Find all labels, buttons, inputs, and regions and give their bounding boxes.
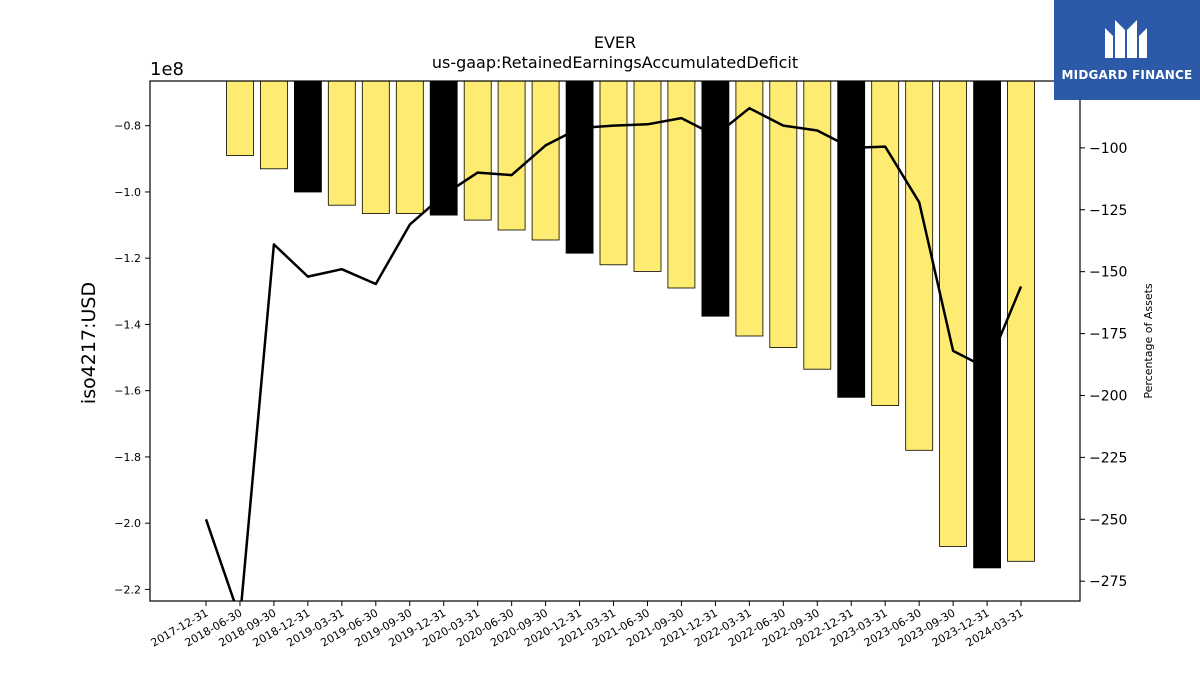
y-axis-label: iso4217:USD	[78, 282, 100, 404]
y2-tick-label: −200	[1089, 388, 1127, 404]
chart-title: EVER	[594, 33, 636, 52]
bar-2020-03-31	[463, 80, 492, 221]
y-offset-label: 1e8	[150, 59, 184, 80]
bar-2019-03-31	[327, 80, 356, 206]
bar-2019-12-31	[429, 80, 458, 216]
line-group	[204, 106, 1023, 601]
bar-2023-03-31	[871, 80, 900, 407]
y2-tick-label: −250	[1089, 512, 1127, 528]
bar-2023-12-31	[973, 80, 1001, 569]
bar-2018-12-31	[293, 80, 322, 193]
bar-2022-03-31	[735, 80, 764, 337]
bar-2019-09-30	[395, 80, 424, 214]
x-ticks: 2017-12-312018-06-302018-09-302018-12-31…	[149, 601, 1026, 650]
y-tick-label: −0.8	[114, 120, 141, 133]
y-tick-label: −1.6	[114, 385, 141, 398]
bar-2020-12-31	[565, 80, 594, 254]
y-tick-label: −1.4	[114, 318, 141, 331]
bar-2024-03-31	[1007, 80, 1035, 562]
y2-tick-label: −225	[1089, 450, 1127, 466]
bar-2021-12-31	[701, 80, 730, 317]
bar-2021-03-31	[599, 80, 628, 266]
y-tick-label: −1.2	[114, 252, 141, 265]
percentage-line	[204, 106, 1023, 601]
y-tick-label: −2.2	[114, 583, 141, 596]
brand-logo: MIDGARD FINANCE	[1054, 0, 1200, 100]
y2-tick-label: −150	[1089, 265, 1127, 281]
bars-group	[226, 80, 1035, 569]
y2-axis-label: Percentage of Assets	[1142, 283, 1155, 399]
bar-2019-06-30	[361, 80, 390, 214]
logo-mark-icon	[1105, 20, 1147, 58]
y-ticks: −0.8 −1.0 −1.2 −1.4 −1.6 −1.8 −2.0 −2.2	[114, 120, 150, 596]
bar-2022-12-31	[837, 80, 866, 398]
bar-2022-09-30	[803, 80, 832, 370]
y2-tick-label: −275	[1089, 574, 1127, 590]
y-tick-label: −1.8	[114, 451, 141, 464]
plot-frame	[149, 80, 1081, 602]
bar-2018-09-30	[259, 80, 288, 170]
y2-ticks: −100 −125 −150 −175 −200 −225 −250 −275	[1080, 141, 1127, 590]
bar-2021-06-30	[633, 80, 662, 272]
y-tick-label: −1.0	[114, 186, 141, 199]
chart-subtitle: us-gaap:RetainedEarningsAccumulatedDefic…	[432, 53, 798, 72]
bar-2020-06-30	[497, 80, 526, 231]
y2-tick-label: −175	[1089, 327, 1127, 343]
y2-tick-label: −100	[1089, 141, 1127, 157]
y-tick-label: −2.0	[114, 517, 141, 530]
bar-2020-09-30	[531, 80, 560, 241]
logo-text: MIDGARD FINANCE	[1061, 68, 1193, 82]
bar-2021-09-30	[667, 80, 696, 289]
bar-2023-06-30	[905, 80, 934, 451]
y2-tick-label: −125	[1089, 203, 1127, 219]
bar-2018-06-30	[226, 80, 254, 156]
